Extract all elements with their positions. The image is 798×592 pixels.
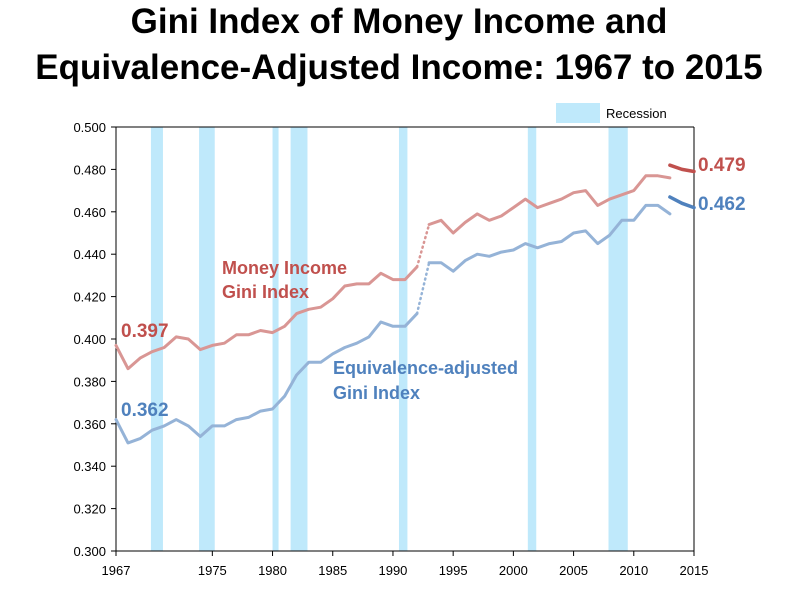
series-label-equivalence-adjusted-line2: Gini Index [333, 383, 420, 403]
series-line-equivalence-adjusted-light [427, 203, 672, 273]
series-line-equivalence-adjusted-dotted [415, 261, 431, 315]
chart-title-line1: Gini Index of Money Income and [130, 2, 668, 41]
y-tick-label: 0.340 [73, 459, 106, 474]
y-tick-label: 0.420 [73, 290, 106, 305]
y-tick-label: 0.440 [73, 247, 106, 262]
x-tick-label: 1967 [102, 563, 131, 578]
axes: 0.300 0.320 0.340 0.360 0.380 0.400 0.420 0.440… [73, 120, 708, 578]
y-tick-label: 0.320 [73, 502, 106, 517]
x-tick-label: 1985 [318, 563, 347, 578]
series-lines [114, 163, 696, 445]
recession-band [608, 127, 628, 551]
chart-title-line2: Equivalence-Adjusted Income: 1967 to 201… [35, 48, 763, 87]
y-tick-label: 0.480 [73, 162, 106, 177]
series-label-money-income-line2: Gini Index [222, 282, 309, 302]
legend-label-recession: Recession [606, 106, 667, 121]
series-line-money-income-dotted [415, 223, 431, 269]
series-label-money-income-line1: Money Income [222, 258, 347, 278]
series-labels: 0.397 0.479 Money Income Gini Index 0.362 0.4… [121, 155, 746, 421]
end-label-money-income: 0.479 [698, 155, 746, 176]
y-tick-label: 0.360 [73, 417, 106, 432]
recession-bands [150, 127, 628, 551]
series-line-equivalence-adjusted-light [114, 312, 419, 445]
x-tick-label: 1995 [439, 563, 468, 578]
end-label-equivalence-adjusted: 0.462 [698, 194, 746, 215]
x-tick-label: 1980 [258, 563, 287, 578]
recession-band [398, 127, 408, 551]
recession-band [290, 127, 308, 551]
recession-band [527, 127, 537, 551]
y-tick-label: 0.400 [73, 332, 106, 347]
x-tick-label: 2000 [499, 563, 528, 578]
x-tick-label: 2010 [619, 563, 648, 578]
x-tick-label: 2005 [559, 563, 588, 578]
recession-band [199, 127, 215, 551]
y-tick-label: 0.380 [73, 374, 106, 389]
series-line-money-income-dark [668, 163, 696, 174]
x-tick-label: 1990 [378, 563, 407, 578]
series-line-money-income-light [427, 174, 672, 235]
series-line-money-income-light [114, 265, 419, 371]
y-tick-label: 0.300 [73, 544, 106, 559]
x-tick-label: 2015 [680, 563, 709, 578]
x-tick-label: 1975 [198, 563, 227, 578]
series-label-equivalence-adjusted-line1: Equivalence-adjusted [333, 358, 518, 378]
start-label-equivalence-adjusted: 0.362 [121, 400, 169, 421]
recession-band [272, 127, 279, 551]
recession-band [150, 127, 163, 551]
legend: Recession [556, 103, 667, 123]
series-line-equivalence-adjusted-dark [668, 195, 696, 210]
y-tick-label: 0.500 [73, 120, 106, 135]
start-label-money-income: 0.397 [121, 321, 169, 342]
y-tick-label: 0.460 [73, 205, 106, 220]
legend-swatch-recession [556, 103, 600, 123]
